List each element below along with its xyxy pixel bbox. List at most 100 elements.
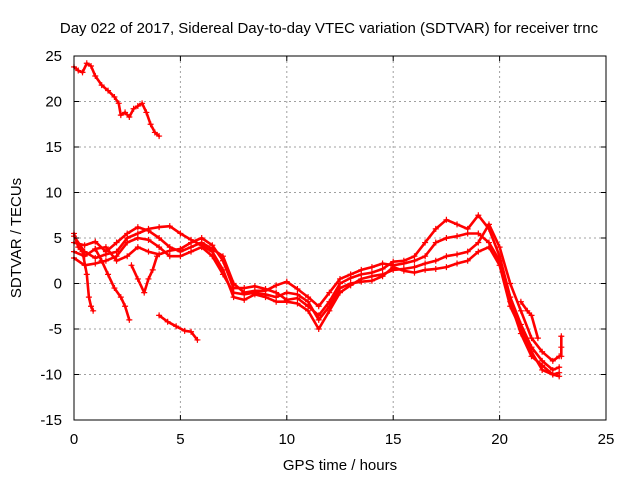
data-point — [251, 283, 258, 290]
data-point — [177, 245, 184, 252]
data-point — [156, 235, 163, 241]
data-point — [134, 103, 141, 110]
data-point — [315, 303, 322, 310]
data-point — [88, 303, 95, 310]
x-tick-label: 25 — [598, 431, 615, 448]
data-point — [126, 113, 133, 120]
y-tick-label: 5 — [54, 230, 62, 247]
data-point — [141, 289, 148, 296]
series-layer — [71, 60, 565, 380]
x-tick-label: 0 — [70, 431, 78, 448]
data-point — [347, 280, 354, 287]
data-point — [556, 364, 563, 371]
data-point — [126, 316, 133, 323]
data-point — [524, 307, 531, 314]
series-arc-dropout-3 — [128, 253, 160, 296]
data-point — [528, 335, 535, 342]
data-point — [149, 266, 156, 273]
data-point — [92, 238, 99, 245]
data-point — [507, 303, 514, 310]
data-point — [273, 282, 280, 289]
data-point — [549, 357, 556, 364]
data-point — [241, 296, 248, 303]
data-point — [241, 291, 248, 298]
data-point — [294, 300, 301, 307]
data-point — [454, 221, 461, 228]
data-point — [315, 326, 322, 332]
data-point — [496, 244, 503, 251]
series-arc-tail-branch — [517, 298, 541, 342]
data-point — [92, 260, 99, 267]
data-point — [90, 307, 97, 314]
data-point — [113, 253, 120, 260]
series-arc-late-low — [156, 312, 201, 343]
data-point — [83, 271, 90, 278]
series-line — [94, 247, 131, 322]
data-point — [549, 371, 556, 378]
data-point — [528, 348, 535, 355]
data-point — [81, 242, 88, 249]
data-point — [464, 248, 471, 255]
data-point — [390, 258, 397, 265]
x-tick-label: 5 — [176, 431, 184, 448]
data-point — [315, 316, 322, 323]
data-point — [111, 285, 118, 292]
data-point — [379, 260, 386, 267]
data-point — [164, 318, 171, 325]
data-point — [358, 278, 365, 285]
data-point — [105, 87, 112, 94]
series-arc-end-spike — [558, 333, 565, 360]
data-point — [181, 327, 188, 334]
data-point — [122, 109, 129, 116]
series-arc-early-high — [71, 60, 163, 140]
data-point — [422, 266, 429, 273]
data-point — [454, 251, 461, 258]
data-point — [475, 212, 482, 219]
data-point — [219, 257, 226, 264]
data-point — [539, 348, 546, 355]
data-point — [194, 336, 201, 343]
grid — [74, 56, 606, 420]
data-point — [81, 262, 88, 269]
data-point — [145, 248, 152, 255]
data-point — [98, 82, 105, 89]
data-point — [145, 225, 152, 232]
data-point — [105, 271, 112, 278]
series-line — [157, 314, 199, 342]
data-point — [539, 357, 546, 364]
data-point — [92, 255, 99, 262]
data-point — [411, 264, 418, 271]
data-point — [198, 235, 205, 241]
data-point — [156, 224, 163, 231]
data-point — [443, 216, 450, 223]
x-tick-label: 15 — [385, 431, 402, 448]
data-point — [400, 257, 407, 264]
y-tick-label: 0 — [54, 276, 62, 293]
data-point — [326, 289, 333, 296]
data-point — [432, 239, 439, 246]
data-point — [534, 335, 541, 342]
data-point — [92, 73, 99, 80]
data-point — [102, 244, 109, 251]
data-point — [454, 233, 461, 240]
data-point — [368, 277, 375, 284]
data-point — [188, 236, 195, 243]
data-point — [475, 248, 482, 255]
data-point — [475, 239, 482, 246]
data-point — [92, 245, 99, 252]
data-point — [134, 224, 141, 231]
data-point — [539, 366, 546, 373]
data-point — [209, 242, 216, 249]
data-point — [379, 265, 386, 272]
data-point — [432, 257, 439, 264]
series-arc-main-2 — [71, 212, 563, 373]
y-tick-label: 25 — [45, 48, 62, 65]
data-point — [102, 257, 109, 264]
data-point — [283, 278, 290, 285]
data-point — [443, 253, 450, 260]
chart-title: Day 022 of 2017, Sidereal Day-to-day VTE… — [60, 20, 599, 37]
data-point — [422, 239, 429, 246]
data-point — [115, 100, 122, 107]
data-point — [454, 260, 461, 267]
data-point — [422, 253, 429, 260]
